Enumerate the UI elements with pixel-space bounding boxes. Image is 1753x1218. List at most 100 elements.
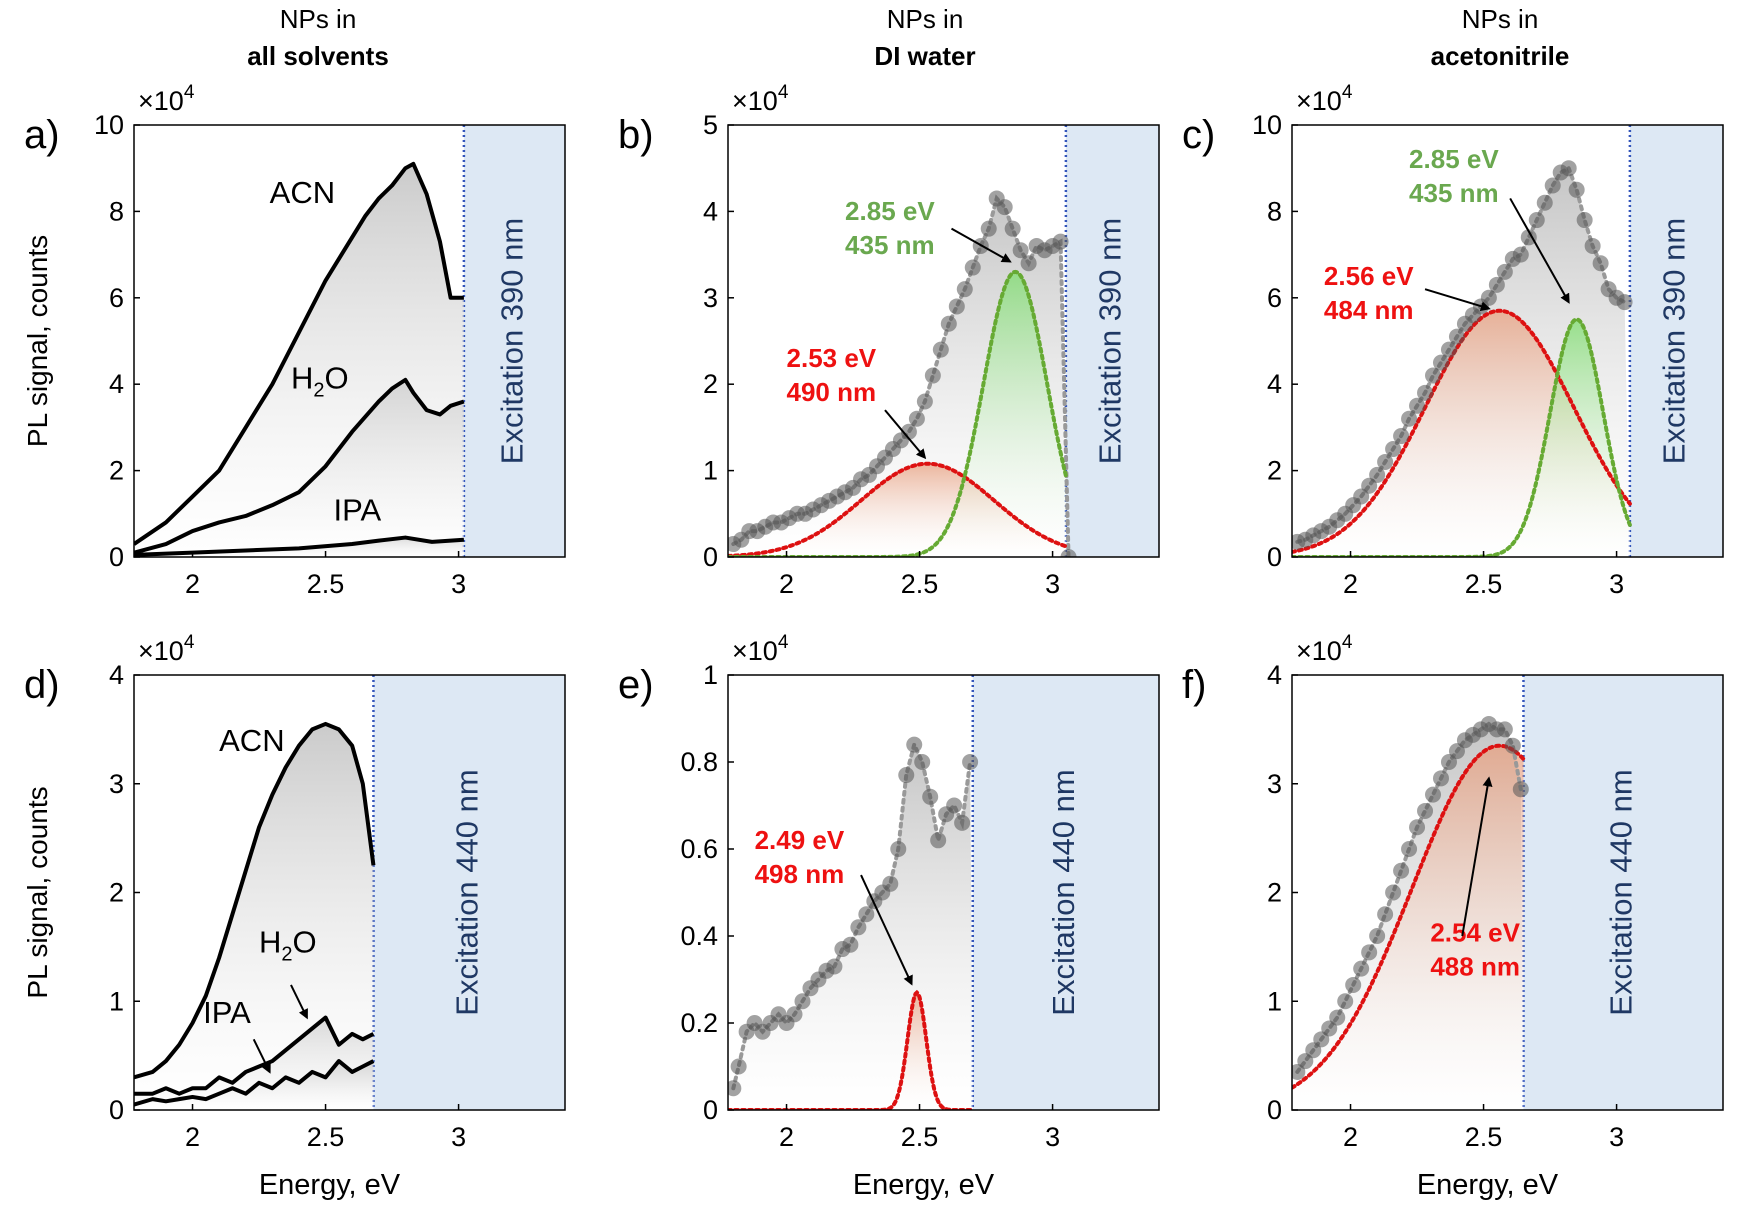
- data-point: [730, 1058, 747, 1075]
- data-point: [1584, 237, 1601, 254]
- y-tick-label: 4: [1267, 369, 1282, 399]
- data-point: [1377, 906, 1394, 923]
- scale-base: ×10: [138, 86, 184, 116]
- data-point: [916, 393, 933, 410]
- excitation-label: Excitation 390 nm: [1657, 218, 1692, 464]
- series-line-ACN: [134, 721, 376, 1080]
- data-point: [1496, 721, 1513, 738]
- series-label-ACN: ACN: [270, 175, 335, 210]
- y-tick-label: 1: [109, 986, 124, 1016]
- x-tick-label: 2: [779, 1122, 794, 1152]
- y-tick-label: 4: [109, 369, 124, 399]
- data-point: [794, 993, 811, 1010]
- data-point: [922, 788, 939, 805]
- y-tick-label: 4: [1267, 660, 1282, 690]
- x-tick-label: 2.5: [1465, 569, 1503, 599]
- peak-label-energy: 2.53 eV: [787, 343, 877, 373]
- data-point: [1020, 255, 1037, 272]
- data-point: [842, 936, 859, 953]
- plot-area: [728, 675, 1159, 1110]
- peak-label-wavelength: 435 nm: [1409, 178, 1499, 208]
- excitation-region: [463, 125, 565, 557]
- data-point: [1417, 802, 1434, 819]
- data-point: [1512, 246, 1529, 263]
- data-point: [1417, 384, 1434, 401]
- axes-box: [727, 674, 1160, 1111]
- y-tick-label: 1: [703, 660, 718, 690]
- panel-letter: c): [1182, 113, 1215, 157]
- series-fill-H₂O: [134, 379, 464, 557]
- plot-area: [728, 125, 1159, 557]
- panel-letter: b): [618, 113, 654, 157]
- data-point: [900, 423, 917, 440]
- y-tick-label: 0: [703, 542, 718, 572]
- annotation-arrow: [1424, 288, 1491, 312]
- scale-exponent: 4: [1342, 632, 1353, 653]
- panel-letter: f): [1182, 663, 1206, 707]
- scale-exponent: 4: [1342, 82, 1353, 103]
- y-tick-label: 0: [1267, 1095, 1282, 1125]
- excitation-region: [1629, 125, 1723, 557]
- data-point: [1329, 1009, 1346, 1026]
- plot-area: [134, 125, 565, 557]
- plot-area: [1292, 675, 1723, 1110]
- data-point: [1425, 786, 1442, 803]
- x-tick-label: 3: [1045, 569, 1060, 599]
- peak-label-wavelength: 484 nm: [1324, 295, 1414, 325]
- y-tick-label: 6: [1267, 283, 1282, 313]
- data-point: [1488, 276, 1505, 293]
- label-main: H: [259, 924, 281, 959]
- annotation-arrow: [1509, 197, 1570, 304]
- data-point: [1496, 263, 1513, 280]
- data-point: [1544, 177, 1561, 194]
- excitation-region: [1065, 125, 1159, 557]
- annotation-arrow: [252, 1038, 271, 1074]
- y-tick-label: 10: [1252, 110, 1282, 140]
- label-main: ACN: [219, 723, 284, 758]
- x-tick-label: 2: [185, 569, 200, 599]
- data-point: [1393, 862, 1410, 879]
- label-tail: O: [293, 924, 317, 959]
- data-point: [858, 906, 875, 923]
- y-scale-multiplier: ×104: [1296, 82, 1353, 116]
- data-point: [964, 259, 981, 276]
- label-main: H: [291, 361, 313, 396]
- x-tick-label: 3: [451, 1122, 466, 1152]
- scale-base: ×10: [732, 86, 778, 116]
- data-point: [948, 298, 965, 315]
- data-point: [1377, 453, 1394, 470]
- y-axis-label: PL signal, counts: [22, 786, 53, 998]
- series-line-H₂O: [134, 377, 465, 555]
- data-point: [1004, 220, 1021, 237]
- data-point: [1560, 160, 1577, 177]
- peak-label-wavelength: 490 nm: [787, 377, 877, 407]
- data-point: [1361, 944, 1378, 961]
- data-point: [826, 958, 843, 975]
- data-point: [1576, 212, 1593, 229]
- series-label-IPA: IPA: [334, 492, 382, 527]
- data-point: [962, 754, 979, 770]
- y-tick-label: 2: [1267, 456, 1282, 486]
- data-point: [1060, 549, 1077, 557]
- peak-label-energy: 2.56 eV: [1324, 261, 1414, 291]
- gaussian-line: [1292, 743, 1526, 1090]
- x-tick-label: 2: [779, 569, 794, 599]
- panel-letter: e): [618, 663, 654, 707]
- data-point: [1616, 294, 1633, 311]
- x-tick-label: 3: [1609, 569, 1624, 599]
- y-tick-label: 2: [109, 456, 124, 486]
- x-axis-label: Energy, eV: [1417, 1169, 1559, 1201]
- axes-box: [133, 124, 566, 558]
- scale-base: ×10: [138, 636, 184, 666]
- data-point: [980, 220, 997, 237]
- series-line-IPA: [134, 1059, 375, 1107]
- label-main: IPA: [334, 492, 382, 527]
- x-axis-label: Energy, eV: [259, 1169, 401, 1201]
- x-tick-label: 2.5: [1465, 1122, 1503, 1152]
- label-sub: 2: [313, 380, 324, 402]
- gaussian-fill: [728, 271, 1066, 557]
- data-point: [1568, 181, 1585, 198]
